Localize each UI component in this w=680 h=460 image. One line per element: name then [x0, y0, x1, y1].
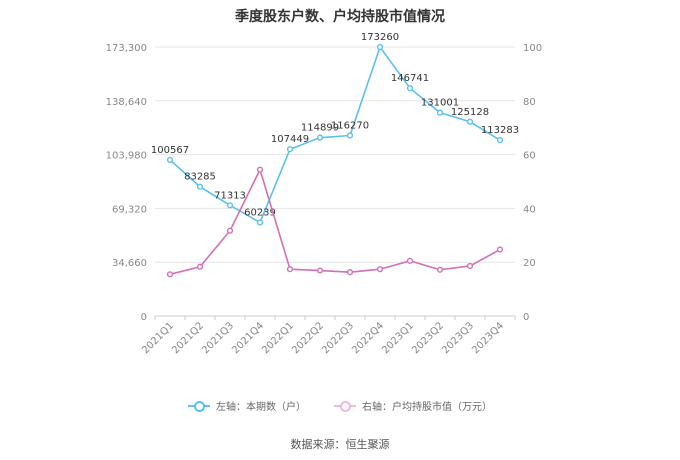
- data-source-note: 数据来源：恒生聚源: [290, 438, 390, 451]
- x-axis-tick-label: 2021Q3: [200, 320, 236, 356]
- data-point-holders[interactable]: [376, 43, 384, 51]
- legend-item-right-series[interactable]: 右轴：户均持股市值（万元）: [334, 398, 492, 413]
- data-point-avg-value[interactable]: [226, 227, 234, 234]
- data-point-holders[interactable]: [286, 146, 294, 153]
- left-axis-tick-label: 0: [141, 312, 147, 323]
- left-axis-tick-label: 138,640: [106, 97, 147, 108]
- data-label: 71313: [214, 190, 246, 201]
- data-point-holders[interactable]: [226, 202, 234, 209]
- x-axis-tick-label: 2021Q1: [140, 320, 176, 356]
- legend-swatch-left-series: [188, 400, 210, 412]
- data-point-holders[interactable]: [256, 219, 264, 226]
- right-axis-tick-label: 60: [523, 151, 536, 162]
- data-label: 60239: [244, 207, 276, 218]
- data-label: 83285: [184, 172, 216, 183]
- left-axis-tick-label: 103,980: [106, 151, 147, 162]
- data-point-avg-value[interactable]: [346, 269, 354, 276]
- x-axis-tick-label: 2023Q4: [470, 320, 506, 356]
- x-axis-tick-label: 2023Q1: [380, 320, 416, 356]
- data-point-avg-value[interactable]: [376, 266, 384, 273]
- right-axis-tick-label: 20: [523, 258, 536, 269]
- series-line-avg-value: [169, 167, 501, 276]
- x-axis-tick-label: 2022Q2: [290, 320, 326, 356]
- right-axis-tick-label: 0: [523, 312, 529, 323]
- data-point-holders[interactable]: [196, 183, 204, 190]
- chart-legend: 左轴：本期数（户） 右轴：户均持股市值（万元）: [0, 398, 680, 413]
- right-axis-tick-label: 80: [523, 97, 536, 108]
- legend-label-left-series: 左轴：本期数（户）: [216, 402, 306, 413]
- x-axis-tick-label: 2022Q1: [260, 320, 296, 356]
- left-axis-tick-label: 69,320: [112, 204, 147, 215]
- x-axis-tick-label: 2023Q3: [440, 320, 476, 356]
- data-point-avg-value[interactable]: [436, 266, 444, 273]
- data-label: 173260: [361, 32, 399, 43]
- data-point-holders[interactable]: [316, 134, 324, 141]
- data-point-holders[interactable]: [436, 109, 444, 116]
- left-axis-tick-label: 34,660: [112, 258, 147, 269]
- data-point-avg-value[interactable]: [286, 266, 294, 273]
- data-point-holders[interactable]: [496, 137, 504, 144]
- data-label: 131001: [421, 98, 459, 109]
- legend-item-left-series[interactable]: 左轴：本期数（户）: [188, 398, 306, 413]
- data-point-avg-value[interactable]: [466, 262, 474, 270]
- data-point-holders[interactable]: [466, 118, 474, 125]
- chart-plot: 0 0 34,660 20 69,320 40 103,980 60 138,640 80 173,…: [106, 32, 542, 356]
- data-point-avg-value[interactable]: [316, 267, 324, 274]
- right-axis-tick-label: 40: [523, 204, 536, 215]
- right-axis-tick-label: 100: [523, 43, 542, 54]
- data-label: 100567: [151, 145, 189, 156]
- legend-label-right-series: 右轴：户均持股市值（万元）: [362, 402, 492, 413]
- series-line-holders: [169, 45, 501, 224]
- x-axis-tick-label: 2022Q3: [320, 320, 356, 356]
- legend-swatch-right-series: [334, 400, 356, 412]
- data-label: 113283: [481, 125, 519, 136]
- data-label: 107449: [271, 134, 309, 145]
- x-axis-tick-label: 2023Q2: [410, 320, 446, 356]
- x-axis-tick-label: 2022Q4: [350, 320, 386, 356]
- data-point-holders[interactable]: [406, 85, 414, 92]
- x-axis-tick-label: 2021Q4: [230, 320, 266, 356]
- data-label: 146741: [391, 73, 429, 84]
- data-label: 116270: [331, 121, 369, 132]
- data-point-holders[interactable]: [346, 132, 354, 139]
- data-point-avg-value[interactable]: [406, 257, 414, 264]
- data-label: 114899: [301, 123, 339, 134]
- data-point-avg-value[interactable]: [166, 271, 174, 278]
- data-point-holders[interactable]: [166, 156, 174, 163]
- left-axis-tick-label: 173,300: [106, 43, 147, 54]
- data-label: 125128: [451, 107, 489, 118]
- x-axis-tick-label: 2021Q2: [170, 320, 206, 356]
- data-point-avg-value[interactable]: [196, 263, 204, 270]
- chart-title: 季度股东户数、户均持股市值情况: [235, 9, 445, 25]
- data-point-avg-value[interactable]: [256, 166, 264, 173]
- data-point-avg-value[interactable]: [496, 246, 504, 253]
